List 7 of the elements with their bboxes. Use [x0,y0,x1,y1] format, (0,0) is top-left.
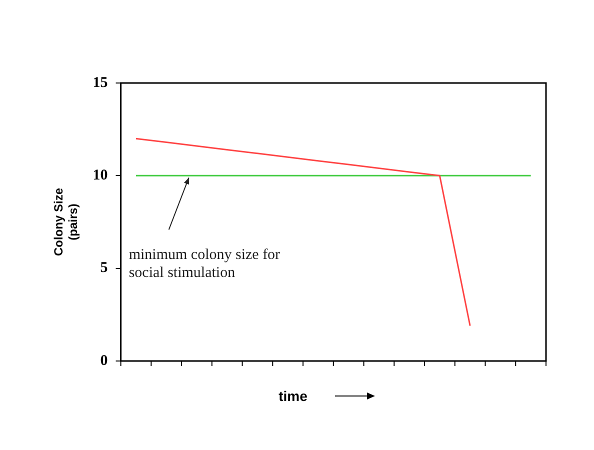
y-tick-label: 15 [92,74,108,91]
y-axis-title: Colony Size (pairs) [52,188,80,256]
annotation: minimum colony size for social stimulation [128,247,280,282]
y-tick-label: 0 [100,352,108,369]
x-axis-title: time [278,388,308,404]
y-tick-label: 10 [92,168,108,184]
y-tick-label: 5 [100,260,108,276]
